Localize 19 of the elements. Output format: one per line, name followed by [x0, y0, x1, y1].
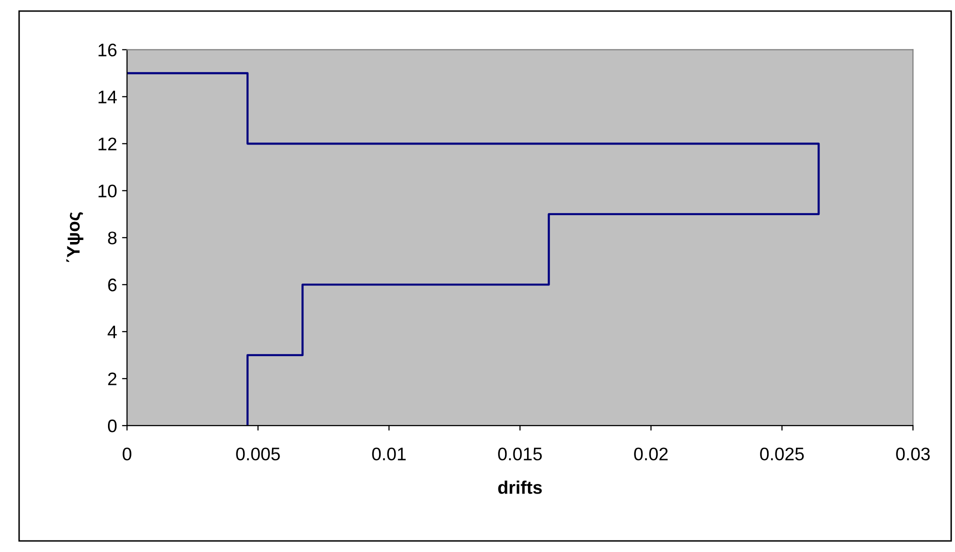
y-tick-label: 8: [108, 232, 117, 244]
y-tick-label: 4: [108, 326, 117, 338]
y-tick-label: 14: [98, 90, 117, 104]
x-axis-title: drifts: [498, 480, 542, 494]
y-tick-label: 16: [98, 44, 116, 56]
y-tick-label: 12: [98, 138, 116, 150]
line-series: [127, 72, 820, 426]
y-tick-label: 10: [98, 184, 117, 198]
x-tick-label: 0: [122, 448, 132, 460]
x-tick-label: 0.005: [236, 448, 280, 460]
x-tick-label: 0.015: [498, 448, 542, 460]
y-axis-title: ΄Υψος: [66, 212, 84, 262]
x-tick-label: 0.01: [372, 448, 406, 460]
x-tick-label: 0.02: [634, 448, 668, 460]
x-tick-label: 0.03: [896, 448, 930, 460]
x-tick-label: 0.025: [760, 448, 804, 460]
y-tick-label: 6: [108, 278, 116, 292]
y-tick-label: 2: [108, 372, 116, 386]
y-tick-label: 0: [108, 420, 117, 432]
